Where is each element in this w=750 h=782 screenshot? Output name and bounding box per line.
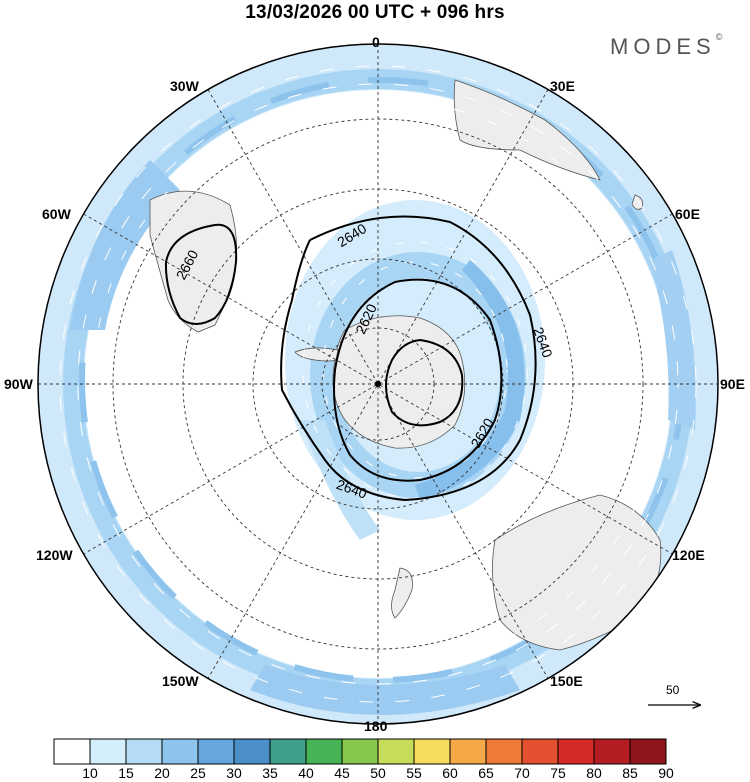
map-title: 13/03/2026 00 UTC + 096 hrs: [245, 2, 505, 23]
lon-label-180: 180: [364, 718, 388, 734]
contour-2620: [333, 278, 503, 482]
contour-2660: [164, 223, 238, 325]
globe-outline: [37, 43, 719, 725]
pole-marker: [375, 381, 381, 387]
madagascar: [631, 194, 644, 210]
lon-label-150e: 150E: [550, 673, 583, 689]
colorbar-label-15: 15: [118, 765, 134, 781]
colorbar-box-70: [485, 738, 523, 765]
colorbar-label-85: 85: [622, 765, 638, 781]
height-contours: [164, 215, 537, 502]
brand-copyright: ©: [715, 32, 723, 42]
southern-africa: [453, 79, 601, 181]
inner-wind-arrows: [302, 241, 528, 499]
colorbar-box-55: [377, 738, 415, 765]
meridian-lines: [38, 44, 718, 724]
colorbar-label-30: 30: [226, 765, 242, 781]
lon-label-30e: 30E: [550, 78, 575, 94]
colorbar-box-35: [233, 738, 271, 765]
colorbar-label-65: 65: [478, 765, 494, 781]
colorbar-box-50: [341, 738, 379, 765]
contour-2600: [385, 338, 464, 427]
colorbar-label-60: 60: [442, 765, 458, 781]
lon-label-90w: 90W: [4, 376, 33, 392]
colorbar-label-50: 50: [370, 765, 386, 781]
colorbar-label-20: 20: [154, 765, 170, 781]
lon-label-30w: 30W: [170, 78, 199, 94]
lon-label-90e: 90E: [720, 376, 745, 392]
lon-label-120w: 120W: [36, 547, 73, 563]
inner-jet-tail: [300, 420, 380, 540]
lon-label-60e: 60E: [675, 206, 700, 222]
colorbar-box-10: [53, 738, 91, 765]
inner-jet-strong: [415, 260, 525, 500]
colorbar-label-25: 25: [190, 765, 206, 781]
colorbar-box-75: [521, 738, 559, 765]
colorbar-box-65: [449, 738, 487, 765]
colorbar-label-70: 70: [514, 765, 530, 781]
colorbar-label-40: 40: [298, 765, 314, 781]
colorbar-box-80: [557, 738, 595, 765]
colorbar-box-25: [161, 738, 199, 765]
colorbar-label-80: 80: [586, 765, 602, 781]
colorbar-box-15: [89, 738, 127, 765]
reference-vector-label: 50: [666, 683, 680, 697]
lon-label-120e: 120E: [672, 547, 705, 563]
jet-patch-south: [250, 665, 520, 715]
brand-name: MODES: [610, 34, 716, 59]
colorbar-label-75: 75: [550, 765, 566, 781]
colorbar-label-45: 45: [334, 765, 350, 781]
lon-label-0: 0: [372, 34, 380, 50]
antarctic-peninsula: [294, 347, 339, 362]
colorbar-box-20: [125, 738, 163, 765]
colorbar: [53, 738, 667, 765]
colorbar-box-30: [197, 738, 235, 765]
colorbar-label-90: 90: [658, 765, 674, 781]
contour-2640: [280, 215, 537, 502]
modes-logo: MODES©: [610, 32, 723, 60]
jet-patch-east: [650, 250, 696, 430]
colorbar-box-40: [269, 738, 307, 765]
colorbar-box-45: [305, 738, 343, 765]
lon-label-60w: 60W: [42, 206, 71, 222]
colorbar-box-90: [629, 738, 667, 765]
colorbar-box-60: [413, 738, 451, 765]
colorbar-label-55: 55: [406, 765, 422, 781]
new-zealand: [391, 567, 413, 619]
colorbar-box-85: [593, 738, 631, 765]
colorbar-label-35: 35: [262, 765, 278, 781]
colorbar-label-10: 10: [82, 765, 98, 781]
lon-label-150w: 150W: [162, 673, 199, 689]
